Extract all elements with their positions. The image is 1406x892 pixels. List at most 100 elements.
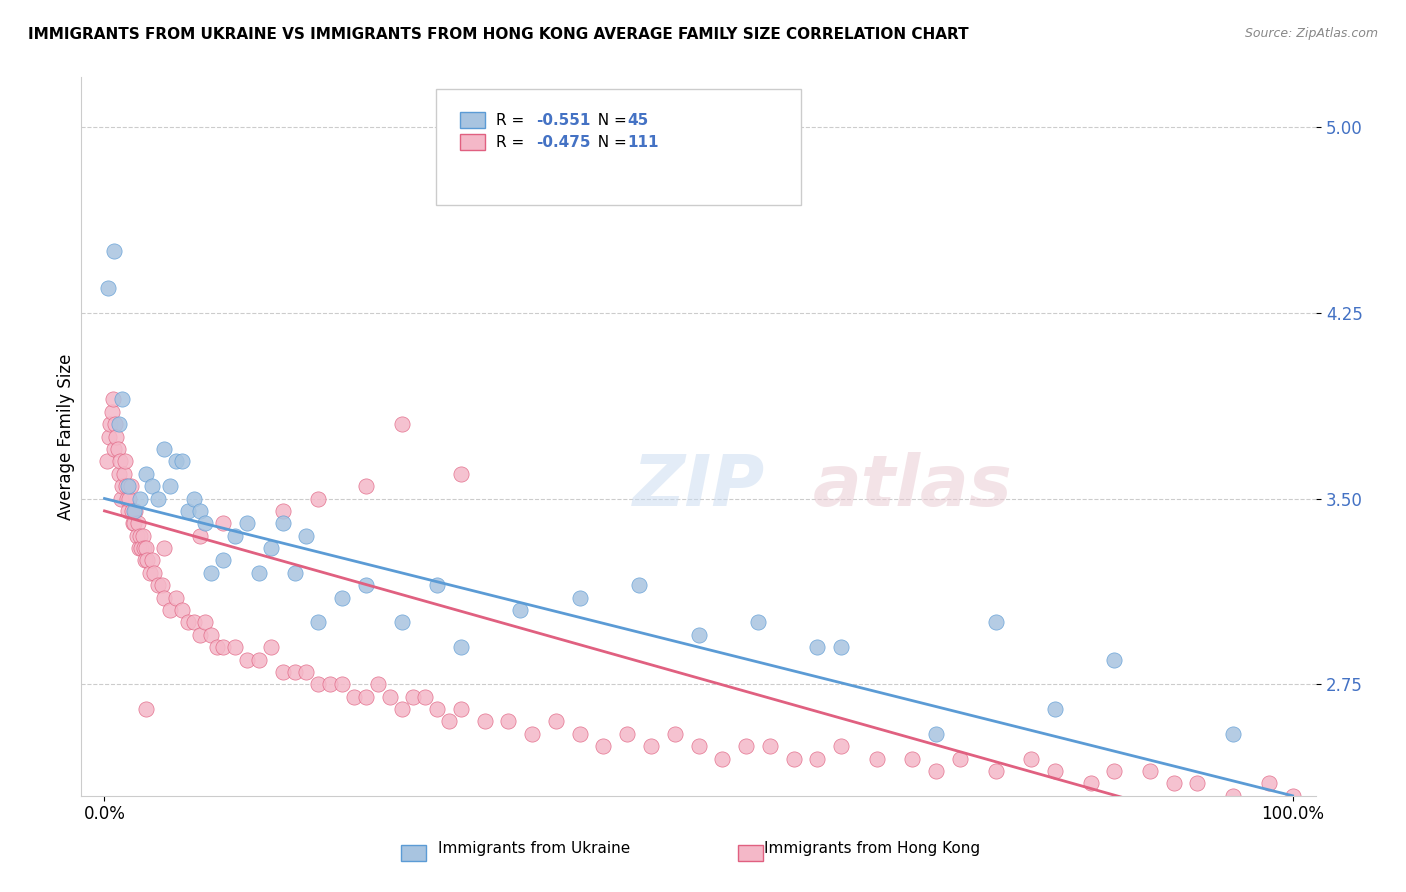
Point (307, 677, 329, 691)
Point (307, 615, 329, 630)
Point (107, 417, 129, 432)
Point (188, 529, 211, 543)
Point (806, 751, 828, 765)
Point (354, 578, 377, 592)
Point (688, 801, 710, 815)
Point (747, 615, 769, 630)
Point (413, 690, 436, 704)
Point (1139, 764, 1161, 778)
Point (782, 751, 804, 765)
Point (200, 628, 222, 642)
Point (104, 417, 127, 432)
Point (498, 714, 520, 729)
Point (450, 467, 472, 481)
Point (830, 739, 852, 754)
Point (159, 479, 181, 493)
Point (101, 392, 124, 407)
Point (236, 516, 259, 531)
Point (107, 467, 129, 481)
Point (522, 727, 544, 741)
Point (640, 739, 662, 754)
Point (735, 739, 758, 754)
Point (664, 727, 686, 741)
Y-axis label: Average Family Size: Average Family Size (58, 353, 75, 520)
Point (759, 739, 782, 754)
Text: Immigrants from Ukraine: Immigrants from Ukraine (439, 841, 630, 856)
Text: 111: 111 (627, 136, 658, 150)
Point (568, 591, 591, 605)
Point (105, 429, 128, 443)
Point (200, 566, 222, 580)
Point (108, 454, 131, 468)
Point (121, 504, 143, 518)
Point (153, 442, 176, 456)
Text: atlas: atlas (813, 451, 1012, 521)
Point (295, 529, 318, 543)
Point (378, 690, 401, 704)
Point (474, 714, 496, 729)
Point (146, 491, 169, 506)
Point (949, 751, 972, 765)
Point (236, 652, 259, 666)
Point (984, 615, 1007, 630)
Point (284, 665, 307, 679)
Point (319, 677, 342, 691)
Point (183, 615, 205, 630)
Text: R =: R = (496, 136, 530, 150)
Point (120, 479, 142, 493)
Point (165, 454, 187, 468)
Point (170, 454, 193, 468)
Point (688, 628, 710, 642)
Point (260, 541, 283, 555)
Point (135, 702, 157, 716)
Text: ZIP: ZIP (633, 451, 765, 521)
Point (207, 640, 229, 654)
Text: IMMIGRANTS FROM UKRAINE VS IMMIGRANTS FROM HONG KONG AVERAGE FAMILY SIZE CORRELA: IMMIGRANTS FROM UKRAINE VS IMMIGRANTS FR… (28, 27, 969, 42)
Point (711, 751, 734, 765)
Point (115, 479, 138, 493)
Point (330, 591, 353, 605)
Point (925, 727, 948, 741)
Point (806, 640, 828, 654)
Point (1257, 776, 1279, 790)
Point (1043, 764, 1066, 778)
Text: Immigrants from Hong Kong: Immigrants from Hong Kong (763, 841, 980, 856)
Point (98, 429, 121, 443)
Point (984, 764, 1007, 778)
Text: 45: 45 (627, 113, 648, 128)
Point (122, 516, 145, 531)
Point (437, 714, 460, 729)
Point (141, 479, 163, 493)
Point (1104, 764, 1126, 778)
Point (271, 516, 294, 531)
Point (136, 553, 159, 567)
Point (568, 727, 591, 741)
Point (212, 553, 235, 567)
Point (153, 591, 176, 605)
Point (901, 751, 924, 765)
Point (97, 281, 120, 295)
Point (122, 504, 145, 518)
Point (129, 491, 152, 506)
Point (127, 516, 149, 531)
Point (188, 504, 211, 518)
Point (131, 529, 153, 543)
Point (96, 454, 118, 468)
Point (260, 640, 283, 654)
Point (117, 504, 139, 518)
Point (1043, 702, 1066, 716)
Point (544, 714, 567, 729)
Point (628, 578, 651, 592)
Point (153, 541, 176, 555)
Point (367, 677, 389, 691)
Point (688, 739, 710, 754)
Point (450, 640, 472, 654)
Point (1187, 776, 1209, 790)
Point (115, 491, 138, 506)
Point (1019, 751, 1042, 765)
Point (354, 479, 377, 493)
Point (107, 442, 129, 456)
Point (307, 491, 329, 506)
Point (830, 640, 852, 654)
Point (391, 417, 413, 432)
